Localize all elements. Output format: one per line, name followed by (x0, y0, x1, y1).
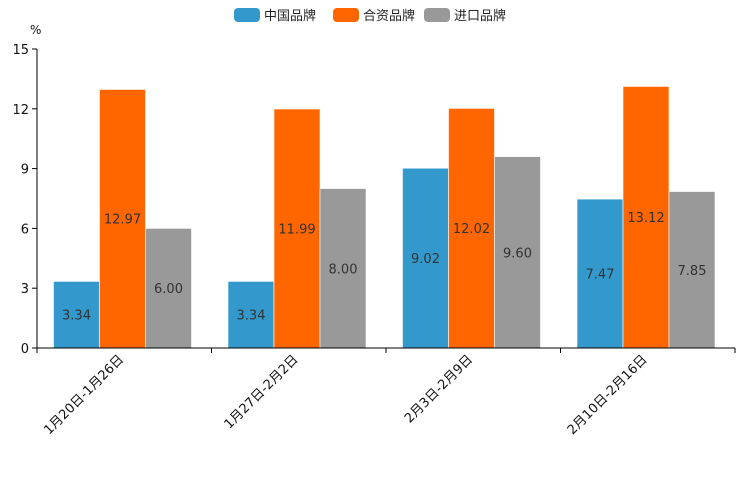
bar-1-3[interactable] (402, 167, 449, 349)
data-label-2-3: 12.02 (453, 222, 490, 237)
y-tick-label: 15 (12, 43, 29, 58)
bar-1-2[interactable] (227, 281, 275, 349)
x-tick-label-4: 2月10日-2月16日 (565, 352, 651, 438)
legend-swatch-2[interactable] (333, 8, 359, 22)
data-labels: 3.34 12.97 6.00 3.34 11.99 8.00 9.02 12.02 9.60 7… (62, 211, 706, 323)
legend-label-2[interactable]: 合资品牌 (363, 8, 415, 24)
x-tick-label-1: 1月20日-1月26日 (41, 352, 127, 438)
bar-2-3[interactable] (448, 108, 495, 349)
data-label-1-2: 3.34 (237, 309, 266, 324)
bar-2-1[interactable] (99, 89, 146, 349)
x-axis: 1月20日-1月26日 1月27日-2月2日 2月3日-2月9日 2月10日-2月16… (36, 347, 736, 438)
data-label-3-1: 6.00 (154, 282, 183, 297)
y-axis-unit-label: % (30, 23, 41, 37)
data-label-1-1: 3.34 (62, 309, 91, 324)
y-axis: 0 3 6 9 12 15 (12, 43, 38, 357)
bar-2-2[interactable] (273, 108, 321, 349)
data-label-3-4: 7.85 (678, 264, 707, 279)
legend: 中国品牌 合资品牌 进口品牌 (234, 8, 506, 24)
bar-3-4[interactable] (668, 191, 716, 349)
legend-swatch-3[interactable] (424, 8, 450, 22)
data-label-1-3: 9.02 (411, 252, 440, 267)
y-tick-label: 9 (21, 163, 29, 178)
data-label-1-4: 7.47 (586, 268, 615, 283)
data-label-3-3: 9.60 (503, 246, 532, 261)
data-label-2-2: 11.99 (278, 222, 315, 237)
data-label-3-2: 8.00 (329, 262, 358, 277)
bar-3-2[interactable] (319, 188, 367, 349)
legend-swatch-1[interactable] (234, 8, 260, 22)
legend-label-1[interactable]: 中国品牌 (264, 8, 316, 24)
bar-3-1[interactable] (145, 228, 192, 349)
y-tick-label: 6 (21, 222, 29, 237)
y-tick-label: 0 (21, 342, 29, 357)
y-tick-label: 3 (21, 282, 29, 297)
bars (53, 86, 716, 349)
y-tick-label: 12 (12, 103, 29, 118)
x-tick-label-3: 2月3日-2月9日 (402, 352, 476, 426)
data-label-2-4: 13.12 (627, 211, 664, 226)
x-tick-label-2: 1月27日-2月2日 (222, 352, 302, 432)
legend-label-3[interactable]: 进口品牌 (454, 8, 506, 24)
bar-2-4[interactable] (622, 86, 670, 349)
bar-1-4[interactable] (576, 198, 624, 349)
data-label-2-1: 12.97 (104, 213, 141, 228)
bar-3-3[interactable] (494, 156, 541, 349)
